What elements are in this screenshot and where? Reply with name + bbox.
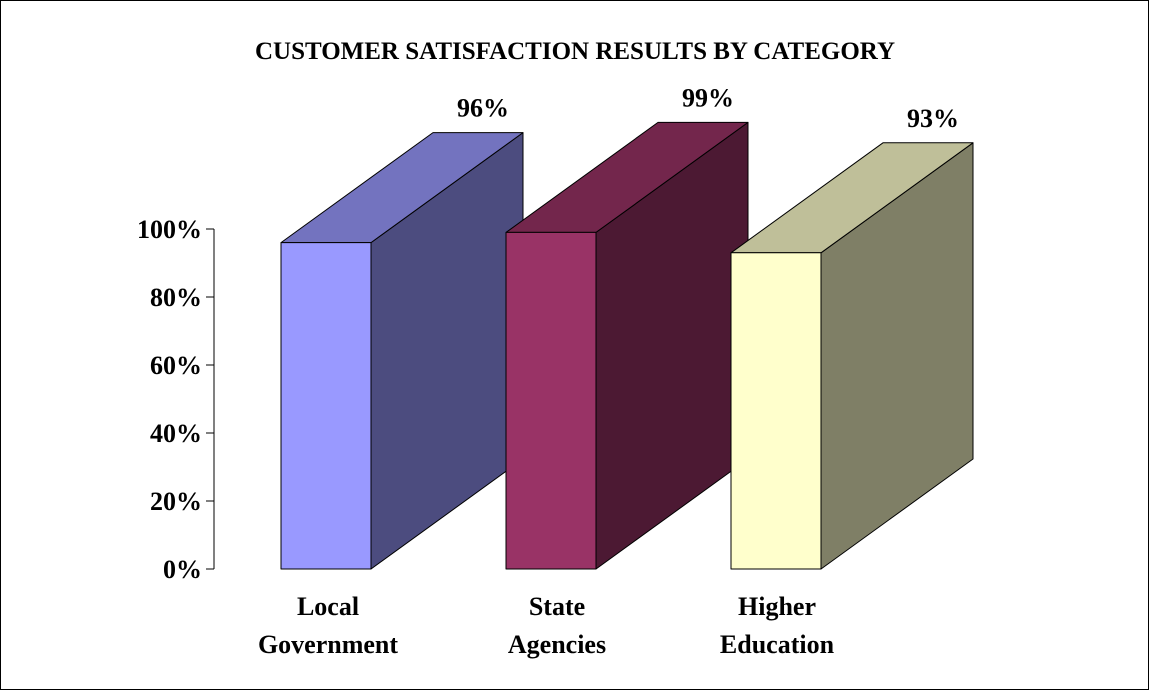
y-tick-label: 80%	[150, 283, 202, 312]
category-labels: Local Government State Agencies Higher Educat…	[258, 592, 835, 659]
x-category-label: Higher Education	[720, 592, 835, 659]
bar-data-label: 96%	[457, 94, 509, 123]
y-axis: 0% 20% 40% 60% 80% 100%	[137, 215, 214, 584]
x-category-label-line: Higher	[738, 592, 816, 621]
x-category-label-line: Government	[258, 630, 398, 659]
y-tick-label: 60%	[150, 351, 202, 380]
x-category-label-line: State	[529, 592, 585, 621]
bar-front-face	[731, 253, 821, 569]
bar-data-label: 93%	[907, 104, 959, 133]
bar-front-face	[281, 243, 371, 569]
y-tick-label: 20%	[150, 487, 202, 516]
bar	[506, 122, 748, 569]
bar-data-label: 99%	[682, 83, 734, 112]
x-category-label-line: Local	[297, 592, 359, 621]
bars: 96% 99% 93%	[281, 83, 973, 569]
y-tick-label: 100%	[137, 215, 202, 244]
y-tick-label: 0%	[163, 555, 202, 584]
y-tick-label: 40%	[150, 419, 202, 448]
bar	[731, 143, 973, 569]
chart-title: CUSTOMER SATISFACTION RESULTS BY CATEGOR…	[255, 38, 895, 65]
bar-front-face	[506, 232, 596, 569]
bar	[281, 133, 523, 569]
x-category-label-line: Education	[720, 630, 835, 659]
x-category-label: Local Government	[258, 592, 398, 659]
x-category-label-line: Agencies	[508, 630, 606, 659]
x-category-label: State Agencies	[508, 592, 606, 659]
